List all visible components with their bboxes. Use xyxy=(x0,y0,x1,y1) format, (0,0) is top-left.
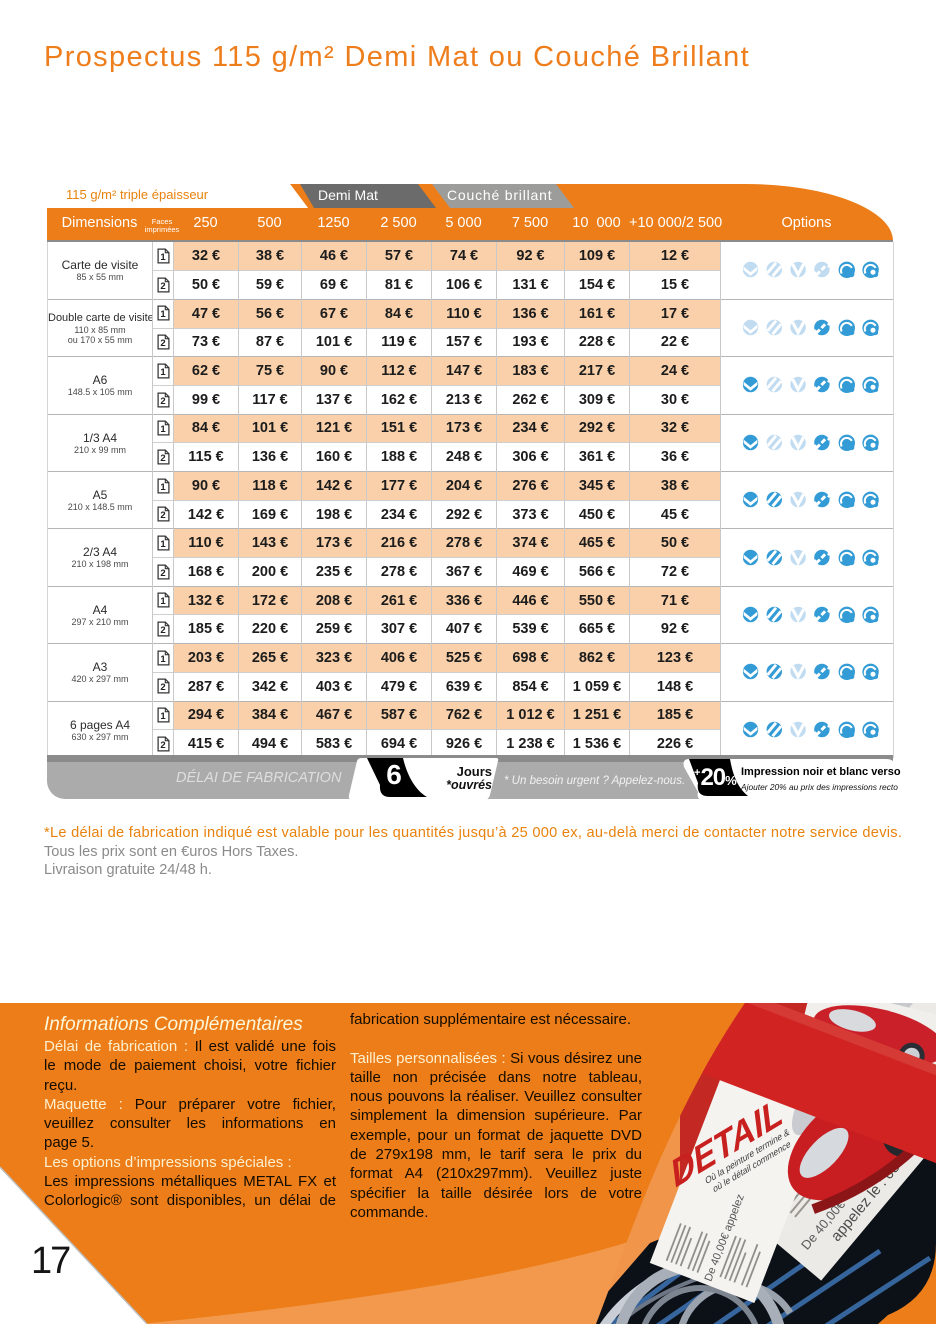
svg-text:2: 2 xyxy=(160,682,165,693)
svg-text:1: 1 xyxy=(160,367,166,378)
svg-text:1: 1 xyxy=(160,309,166,320)
svg-text:1: 1 xyxy=(160,424,166,435)
svg-text:2: 2 xyxy=(160,625,165,636)
svg-text:2: 2 xyxy=(160,281,165,292)
svg-text:2: 2 xyxy=(160,740,165,751)
svg-text:1: 1 xyxy=(160,596,166,607)
svg-text:2: 2 xyxy=(160,453,165,464)
svg-text:2: 2 xyxy=(160,396,165,407)
svg-text:1: 1 xyxy=(160,252,166,263)
svg-text:2: 2 xyxy=(160,510,165,521)
svg-text:1: 1 xyxy=(160,654,166,665)
svg-text:1: 1 xyxy=(160,711,166,722)
svg-text:2: 2 xyxy=(160,568,165,579)
svg-text:2: 2 xyxy=(160,338,165,349)
svg-text:1: 1 xyxy=(160,482,166,493)
svg-text:1: 1 xyxy=(160,539,166,550)
